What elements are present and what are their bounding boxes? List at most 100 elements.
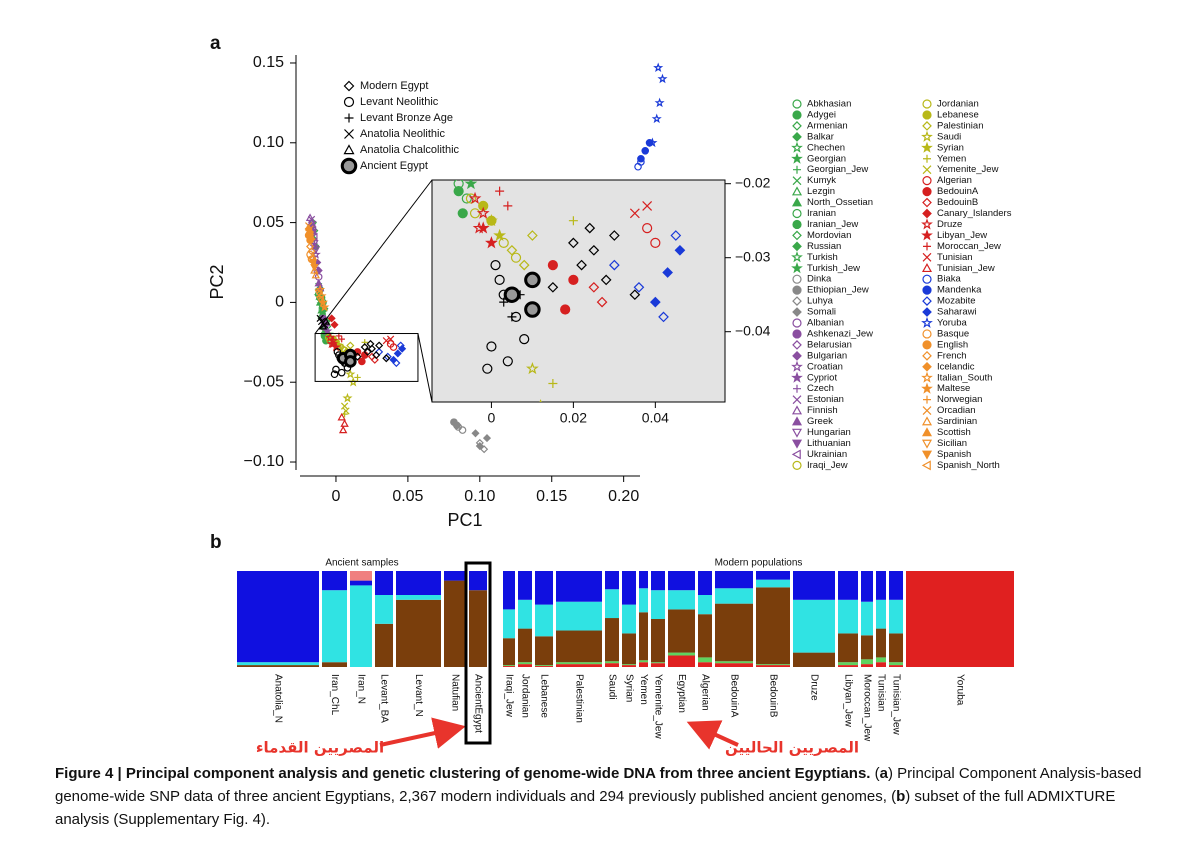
legend-marker (921, 382, 933, 394)
legend-marker (922, 208, 932, 219)
zoom-connector (417, 333, 433, 403)
legend-marker (791, 371, 803, 383)
legend-marker (793, 384, 801, 393)
inset-point (506, 244, 518, 256)
population-label: Egyptian (676, 674, 687, 713)
point (322, 325, 333, 336)
bar-segment (556, 571, 602, 602)
point (360, 343, 369, 352)
legend-marker (343, 144, 355, 155)
inset-point (512, 512, 521, 521)
population-label: BedouinB (767, 674, 778, 718)
legend-label: Hungarian (807, 427, 851, 438)
bar-segment (876, 599, 886, 629)
bar-segment (876, 571, 886, 600)
figure: a b PC1 PC2 المصريين القدماء المصريين ال… (207, 31, 1014, 757)
bar-segment (715, 661, 753, 664)
bar-segment (622, 571, 636, 605)
legend-label: Anatolia Neolithic (360, 128, 445, 140)
zoom-connector (314, 179, 433, 334)
point (653, 62, 664, 73)
legend-label: Greek (807, 416, 833, 427)
bar-segment (838, 662, 858, 666)
caption-title: Figure 4 | Principal component analysis … (55, 765, 871, 782)
inset-point (576, 259, 587, 271)
legend-label: Algerian (937, 175, 972, 186)
legend-marker (922, 165, 932, 175)
bar-segment (861, 571, 873, 602)
inset-point (454, 113, 463, 121)
bar-segment (793, 571, 835, 600)
point (389, 355, 398, 364)
inset-point (527, 230, 538, 241)
legend-marker (922, 110, 932, 120)
inset-point (450, 68, 459, 77)
point (310, 240, 319, 248)
inset-point (442, 31, 451, 39)
bar-segment (350, 585, 372, 667)
bar-segment (237, 662, 319, 666)
legend-marker (922, 121, 932, 131)
legend-label: Modern Egypt (360, 80, 428, 92)
bar-segment (605, 661, 619, 664)
point (651, 113, 662, 124)
inset-point (584, 222, 596, 234)
point (337, 412, 346, 421)
inset-point (476, 221, 490, 234)
legend-label: Mandenka (937, 285, 982, 296)
population-label: Jordanian (519, 674, 530, 718)
legend-marker (792, 176, 802, 186)
legend-marker (921, 416, 933, 426)
point (382, 354, 391, 363)
legend-label: Chechen (807, 142, 845, 153)
legend-label: Libyan_Jew (937, 230, 987, 241)
inset-point (486, 341, 497, 352)
legend-label: BedouinA (937, 186, 979, 197)
bar-segment (639, 612, 648, 661)
bar-segment (668, 655, 695, 667)
inset-point (503, 286, 521, 303)
legend-marker (791, 405, 803, 415)
inset-point (568, 216, 578, 226)
legend-label: Lithuanian (807, 438, 851, 449)
point (315, 296, 325, 304)
bar-segment (756, 664, 790, 666)
inset-point (485, 236, 498, 249)
legend-label: Estonian (807, 394, 844, 405)
legend-label: Mozabite (937, 296, 976, 307)
legend-label: Ancient Egypt (360, 160, 428, 172)
legend-marker (792, 132, 802, 142)
legend-label: Tunisian_Jew (937, 263, 995, 274)
inset-point (650, 237, 661, 248)
legend-label: Moroccan_Jew (937, 241, 1001, 252)
bar-segment (503, 609, 515, 639)
legend-marker (792, 307, 802, 317)
legend-marker (922, 274, 932, 284)
legend-label: Scottish (937, 427, 971, 438)
legend-label: Mordovian (807, 230, 851, 241)
population-label: Syrian (623, 674, 634, 702)
inset-point (600, 274, 612, 286)
legend-marker (921, 371, 933, 383)
bar-segment (861, 635, 873, 660)
bar-segment (535, 571, 553, 605)
legend-marker (922, 99, 932, 109)
legend-marker (922, 307, 932, 317)
legend-label: Georgian (807, 153, 846, 164)
legend-marker (792, 121, 802, 131)
point (337, 368, 346, 377)
legend-label: Czech (807, 383, 834, 394)
inset-point (588, 244, 600, 256)
population-label: Lebanese (538, 674, 549, 718)
legend-marker (792, 99, 802, 109)
bar-segment (503, 571, 515, 610)
legend-label: Icelandic (937, 361, 975, 372)
inset-point (462, 180, 464, 181)
legend-marker (922, 296, 932, 306)
bar-segment (838, 599, 858, 634)
legend-label: Turkish_Jew (807, 263, 860, 274)
point (315, 284, 326, 294)
point (367, 344, 376, 353)
legend-label: Somali (807, 307, 836, 318)
point (393, 349, 402, 358)
